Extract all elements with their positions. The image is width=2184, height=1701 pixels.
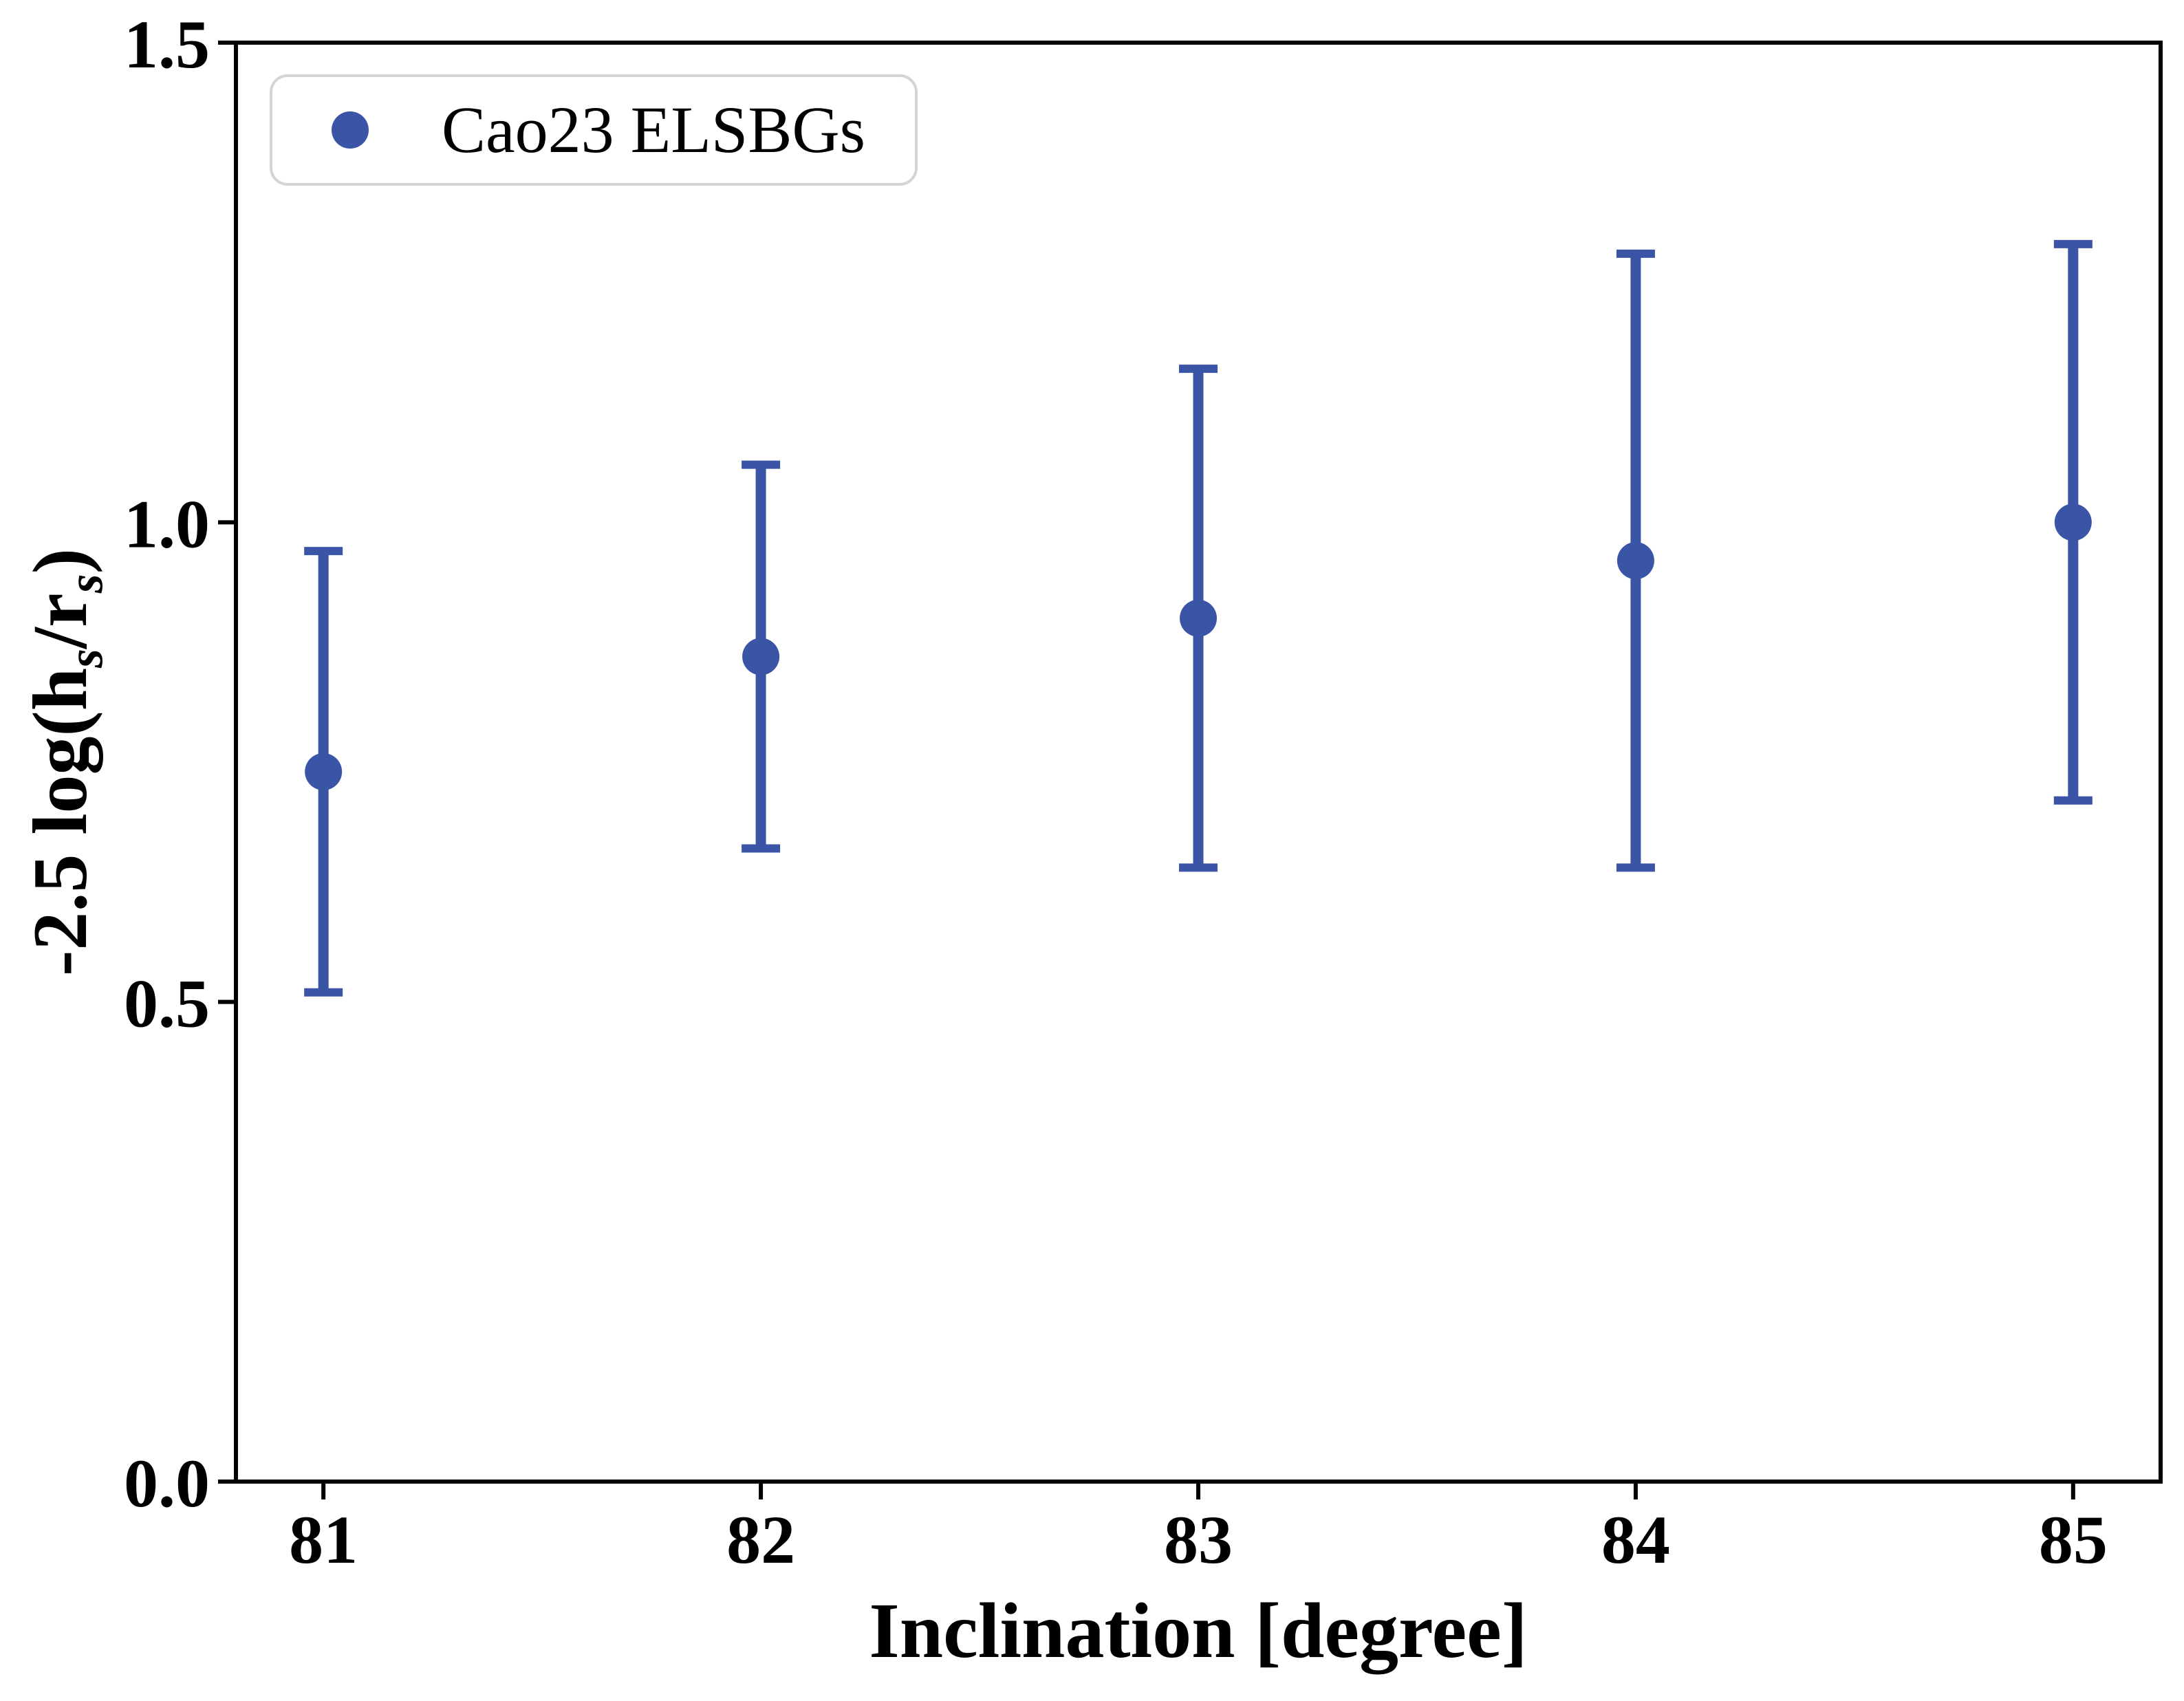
data-point-marker <box>742 638 780 675</box>
y-axis-label-subscript: s <box>58 574 113 594</box>
legend: Cao23 ELSBGs <box>270 74 918 186</box>
x-tick-label: 82 <box>726 1502 795 1578</box>
x-tick-label: 83 <box>1164 1502 1233 1578</box>
y-axis-label-part: -2.5 log(h <box>18 667 103 976</box>
x-tick-label: 85 <box>2039 1502 2108 1578</box>
data-point-marker <box>1180 599 1217 637</box>
y-axis-label-part: ) <box>18 548 103 574</box>
x-axis-label: Inclination [degree] <box>869 1587 1528 1674</box>
x-tick-label: 84 <box>1601 1502 1670 1578</box>
y-axis-label: -2.5 log(hs/rs) <box>18 548 113 976</box>
legend-label: Cao23 ELSBGs <box>442 93 866 166</box>
y-tick-label: 1.0 <box>124 486 210 562</box>
legend-marker-icon <box>332 111 369 149</box>
plot-border <box>234 41 2163 1484</box>
y-axis-label-part: /r <box>18 593 103 649</box>
y-axis-label-subscript: s <box>58 649 113 668</box>
data-point-marker <box>2054 503 2092 541</box>
x-tick-label: 81 <box>289 1502 358 1578</box>
data-point-marker <box>305 752 343 790</box>
y-tick-label: 0.0 <box>124 1445 210 1521</box>
y-tick-label: 1.5 <box>124 6 210 83</box>
y-tick-label: 0.5 <box>124 966 210 1042</box>
data-point-marker <box>1617 542 1654 580</box>
